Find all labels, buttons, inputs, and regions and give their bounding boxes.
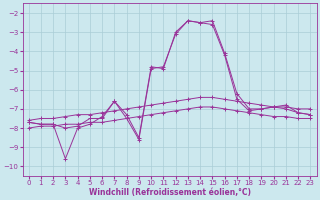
X-axis label: Windchill (Refroidissement éolien,°C): Windchill (Refroidissement éolien,°C) [89,188,251,197]
